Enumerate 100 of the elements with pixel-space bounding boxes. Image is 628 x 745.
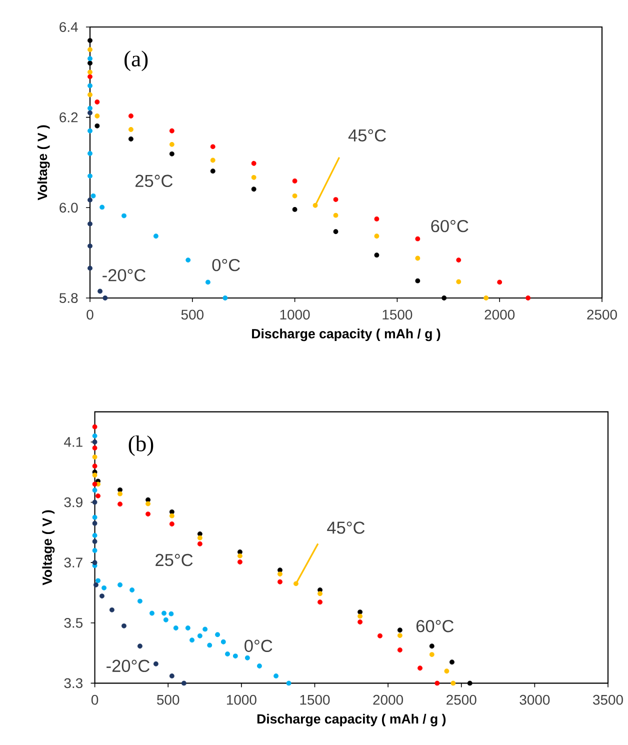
point xyxy=(415,236,420,242)
y-tick-label: 4.1 xyxy=(64,437,82,447)
point xyxy=(94,123,100,128)
point xyxy=(215,632,220,638)
x-tick-label: 1000 xyxy=(227,694,256,705)
x-tick-label: 0 xyxy=(86,310,94,320)
point xyxy=(88,60,92,66)
annotation: (b) xyxy=(128,435,154,456)
x-axis-title: Discharge capacity ( mAh / g ) xyxy=(252,328,440,342)
point xyxy=(92,446,98,450)
point xyxy=(92,500,98,505)
point xyxy=(169,673,174,678)
y-tick-label: 3.7 xyxy=(64,558,82,568)
point xyxy=(162,610,166,616)
point xyxy=(92,532,98,538)
point xyxy=(92,433,98,438)
point xyxy=(168,611,174,616)
point xyxy=(318,600,323,605)
point xyxy=(146,512,151,516)
series-label: 25°C xyxy=(156,554,193,566)
point xyxy=(88,74,92,80)
point xyxy=(92,488,98,493)
point xyxy=(398,628,402,633)
x-tick-label: 2000 xyxy=(484,310,515,320)
y-tick-label: 6.0 xyxy=(60,202,78,213)
point xyxy=(257,664,262,668)
y-tick-label: 5.8 xyxy=(60,293,78,303)
text: 45°C xyxy=(348,129,386,142)
point xyxy=(92,514,98,520)
x-tick-label: 500 xyxy=(157,694,180,705)
y-tick-label: 3.9 xyxy=(64,497,82,508)
point xyxy=(442,296,447,300)
point xyxy=(122,623,126,628)
point xyxy=(278,568,282,573)
text: 45°C xyxy=(327,522,365,534)
point xyxy=(88,128,92,134)
point xyxy=(90,193,96,198)
point xyxy=(96,493,101,498)
y-tick-label: 3.3 xyxy=(64,678,83,688)
x-tick-label: 2000 xyxy=(373,694,404,705)
point xyxy=(222,296,228,300)
point xyxy=(128,114,134,118)
point xyxy=(92,439,98,444)
point xyxy=(169,151,174,156)
point xyxy=(210,168,216,174)
point xyxy=(185,626,190,630)
point xyxy=(94,114,100,118)
series-label: 60°C xyxy=(431,220,468,232)
point xyxy=(173,626,178,630)
point xyxy=(92,424,98,430)
point xyxy=(238,550,242,554)
point xyxy=(92,464,98,469)
point xyxy=(415,278,420,284)
point xyxy=(278,579,282,584)
point xyxy=(102,296,108,300)
point xyxy=(182,680,186,686)
point xyxy=(232,654,238,659)
point xyxy=(154,234,158,239)
point xyxy=(207,642,212,648)
point xyxy=(169,513,174,518)
point xyxy=(169,522,174,526)
point xyxy=(318,591,323,596)
point xyxy=(278,572,282,576)
point xyxy=(198,535,202,540)
point xyxy=(429,652,434,658)
point xyxy=(169,509,174,514)
series-label: 0°C xyxy=(244,640,272,652)
point xyxy=(88,83,92,88)
point xyxy=(96,578,101,584)
point xyxy=(333,229,338,234)
point xyxy=(88,244,92,249)
point xyxy=(198,633,202,638)
point xyxy=(206,280,210,285)
x-tick-label: 1000 xyxy=(280,310,310,320)
point xyxy=(88,38,92,44)
y-tick-label: 3.5 xyxy=(64,618,83,628)
point xyxy=(312,202,318,208)
series-label: 60°C xyxy=(416,620,454,632)
point xyxy=(398,648,402,652)
point xyxy=(94,582,98,588)
point xyxy=(92,472,98,478)
point xyxy=(225,651,230,656)
point xyxy=(92,548,98,553)
point xyxy=(456,279,462,284)
x-tick-label: 2500 xyxy=(446,694,476,705)
x-tick-label: 2500 xyxy=(587,310,617,320)
point xyxy=(274,673,279,678)
point xyxy=(146,501,151,506)
point xyxy=(220,639,226,644)
point xyxy=(418,666,423,671)
point xyxy=(286,680,292,686)
point xyxy=(450,660,454,665)
point xyxy=(292,178,298,184)
point xyxy=(198,541,202,546)
series-label: -20°C xyxy=(102,269,146,282)
point xyxy=(484,296,489,300)
point xyxy=(128,127,134,132)
point xyxy=(374,252,380,258)
point xyxy=(238,553,242,558)
y-tick-label: 6.2 xyxy=(60,112,78,122)
